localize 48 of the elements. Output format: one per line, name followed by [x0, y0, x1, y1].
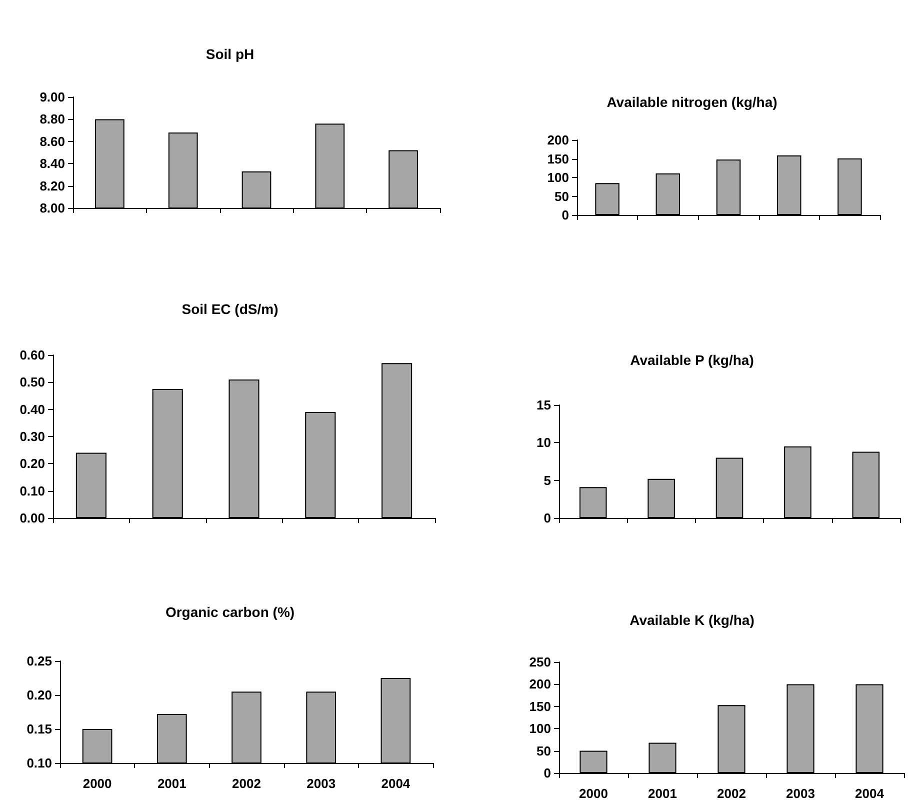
y-tick-label: 9.00: [40, 90, 65, 104]
y-tick-label: 0: [544, 510, 551, 526]
y-tick-label: 0: [544, 766, 551, 780]
y-tick-label: 0.20: [20, 456, 45, 472]
y-tick-label: 8.40: [40, 156, 65, 172]
x-tick-label: 2001: [157, 776, 186, 791]
chart-title: Available nitrogen (kg/ha): [606, 94, 778, 110]
y-tick-label: 8.20: [40, 178, 65, 194]
y-tick-label: 0.40: [20, 402, 45, 417]
chart-title: Available K (kg/ha): [630, 612, 754, 628]
y-tick-label: 150: [547, 151, 569, 166]
x-tick-label: 2003: [786, 786, 815, 801]
y-tick-label: 0: [562, 208, 569, 222]
chart-title: Soil pH: [206, 46, 254, 62]
y-tick-label: 8.00: [40, 200, 65, 216]
x-tick-label: 2000: [579, 786, 608, 801]
x-tick-label: 2002: [717, 786, 746, 801]
y-tick-label: 0.10: [26, 756, 52, 770]
y-tick-label: 10: [536, 435, 551, 450]
chart-title: Available P (kg/ha): [630, 352, 754, 368]
x-tick-label: 2001: [648, 786, 677, 801]
x-tick-label: 2004: [855, 786, 885, 801]
y-tick-label: 250: [529, 654, 551, 670]
y-tick-label: 0.10: [20, 483, 45, 498]
x-tick-label: 2004: [381, 776, 411, 791]
y-tick-label: 5: [544, 472, 551, 488]
y-tick-label: 0.25: [26, 654, 52, 668]
y-tick-label: 150: [529, 698, 551, 714]
y-tick-label: 0.30: [20, 429, 45, 444]
chart-title: Organic carbon (%): [165, 604, 295, 620]
y-tick-label: 0.15: [26, 722, 52, 736]
y-tick-label: 0.00: [20, 510, 45, 526]
y-tick-label: 100: [529, 721, 551, 736]
y-tick-label: 200: [547, 132, 569, 148]
y-tick-label: 100: [547, 170, 569, 185]
x-tick-label: 2003: [306, 776, 336, 791]
x-tick-label: 2002: [232, 776, 261, 791]
y-tick-label: 200: [529, 676, 551, 692]
y-tick-label: 8.60: [40, 134, 65, 149]
chart-title: Soil EC (dS/m): [182, 301, 278, 317]
y-tick-label: 50: [536, 743, 551, 758]
x-tick-label: 2000: [82, 776, 112, 791]
y-tick-label: 15: [536, 398, 551, 412]
y-tick-label: 8.80: [40, 112, 65, 127]
y-tick-label: 0.50: [20, 374, 45, 390]
y-tick-label: 0.20: [26, 688, 52, 702]
y-tick-label: 50: [554, 188, 569, 204]
y-tick-label: 0.60: [20, 348, 45, 362]
